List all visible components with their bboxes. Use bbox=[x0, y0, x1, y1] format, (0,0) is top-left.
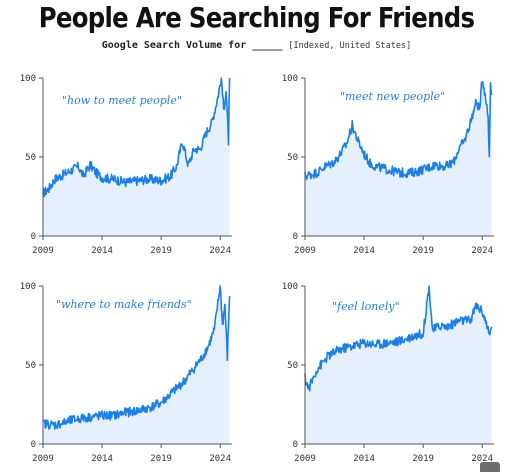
x-tick-label: 2014 bbox=[353, 454, 375, 464]
x-tick-label: 2019 bbox=[412, 454, 434, 464]
x-tick-label: 2009 bbox=[32, 454, 54, 464]
x-tick-label: 2024 bbox=[471, 454, 493, 464]
x-tick-label: 2019 bbox=[150, 454, 172, 464]
x-tick-label: 2019 bbox=[412, 246, 434, 256]
panel-feel-lonely: 0 50 100 2009 2014 2019 2024 "feel lonely" bbox=[262, 274, 510, 470]
panel-label: "meet new people" bbox=[340, 90, 445, 103]
panel-label: "how to meet people" bbox=[62, 94, 182, 107]
y-tick-label: 50 bbox=[287, 361, 298, 371]
series-area bbox=[43, 286, 230, 444]
series-area bbox=[305, 82, 492, 236]
panel-how-to-meet-people: 0 50 100 2009 2014 2019 2024 "how to meet peopl… bbox=[0, 66, 256, 266]
chart-svg: 0 50 100 2009 2014 2019 2024 "meet new people" bbox=[282, 74, 494, 256]
panel-label: "feel lonely" bbox=[332, 300, 400, 313]
panel-meet-new-people: 0 50 100 2009 2014 2019 2024 "meet new people" bbox=[262, 66, 510, 266]
series-line bbox=[42, 77, 231, 198]
y-tick-label: 100 bbox=[20, 282, 36, 292]
y-tick-label: 100 bbox=[282, 282, 298, 292]
subtitle-note: [Indexed, United States] bbox=[288, 41, 412, 51]
series-area bbox=[43, 78, 230, 236]
x-tick-label: 2024 bbox=[471, 246, 493, 256]
x-tick-label: 2014 bbox=[353, 246, 375, 256]
series-line bbox=[304, 81, 493, 180]
y-tick-label: 0 bbox=[31, 232, 36, 242]
x-tick-label: 2024 bbox=[209, 454, 231, 464]
y-tick-label: 50 bbox=[287, 153, 298, 163]
chart-svg: 0 50 100 2009 2014 2019 2024 "feel lonely" bbox=[282, 282, 494, 464]
chart-title: People Are Searching For Friends bbox=[38, 1, 475, 34]
x-tick-label: 2014 bbox=[91, 454, 113, 464]
series-line bbox=[304, 285, 493, 392]
y-tick-label: 50 bbox=[25, 361, 36, 371]
y-tick-label: 100 bbox=[282, 74, 298, 84]
subtitle-main: Google Search Volume for _____ bbox=[101, 40, 283, 51]
x-tick-label: 2009 bbox=[294, 454, 316, 464]
corner-widget[interactable] bbox=[480, 462, 500, 472]
series-line bbox=[42, 285, 231, 430]
x-tick-label: 2024 bbox=[209, 246, 231, 256]
x-tick-label: 2019 bbox=[150, 246, 172, 256]
y-tick-label: 0 bbox=[293, 440, 298, 450]
x-tick-label: 2014 bbox=[91, 246, 113, 256]
chart-svg: 0 50 100 2009 2014 2019 2024 "how to meet peopl… bbox=[20, 74, 232, 256]
panel-label: "where to make friends" bbox=[56, 298, 192, 311]
y-tick-label: 50 bbox=[25, 153, 36, 163]
y-tick-label: 100 bbox=[20, 74, 36, 84]
y-tick-label: 0 bbox=[293, 232, 298, 242]
y-tick-label: 0 bbox=[31, 440, 36, 450]
panel-where-to-make-friends: 0 50 100 2009 2014 2019 2024 "where to make fri… bbox=[0, 274, 256, 470]
chart-svg: 0 50 100 2009 2014 2019 2024 "where to make fri… bbox=[20, 282, 232, 464]
x-tick-label: 2009 bbox=[294, 246, 316, 256]
x-tick-label: 2009 bbox=[32, 246, 54, 256]
chart-subtitle: Google Search Volume for _____ [Indexed,… bbox=[0, 40, 513, 51]
